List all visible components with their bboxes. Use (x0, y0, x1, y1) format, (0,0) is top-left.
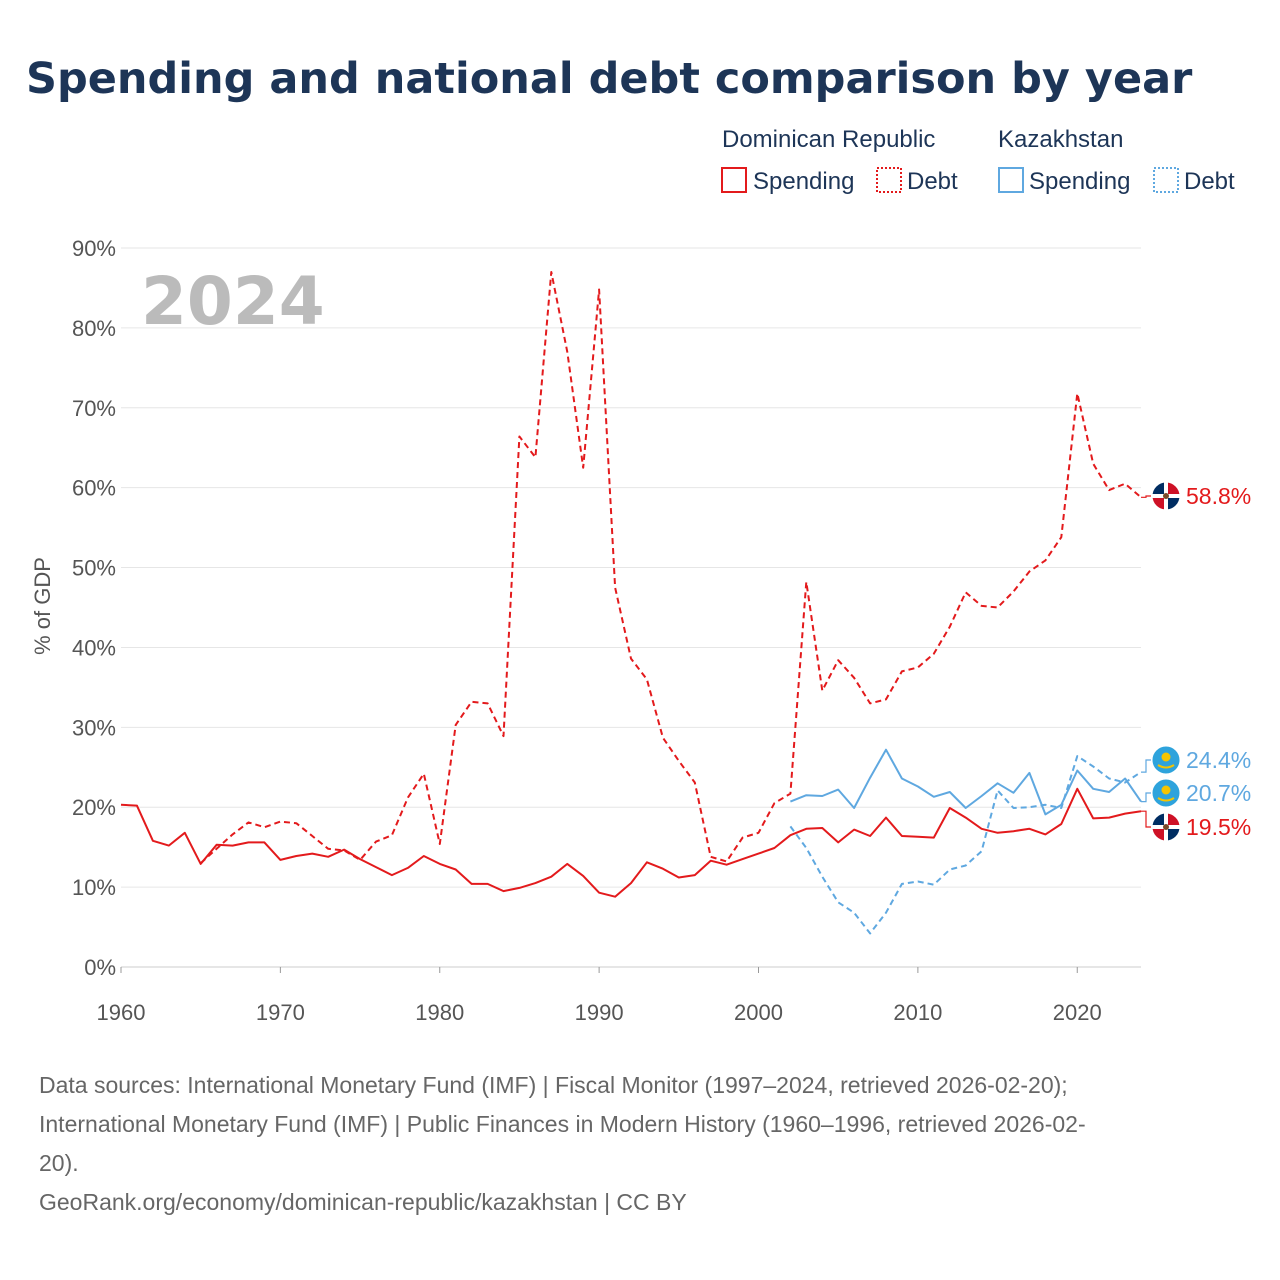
legend-country-kazakhstan: Kazakhstan (998, 126, 1123, 153)
y-tick-label: 60% (72, 476, 116, 501)
x-tick-label: 1980 (415, 1000, 464, 1025)
source-line-4: GeoRank.org/economy/dominican-republic/k… (39, 1189, 687, 1215)
y-tick-label: 40% (72, 635, 116, 660)
chart-title: Spending and national debt comparison by… (26, 54, 1193, 104)
legend-label-dominican-spending: Spending (753, 168, 854, 195)
legend-swatch-dominican-spending (721, 167, 747, 193)
legend-label-dominican-debt: Debt (907, 168, 958, 195)
year-label: 2024 (141, 263, 325, 340)
end-label-leader (1141, 792, 1151, 803)
legend-swatch-kazakhstan-debt (1153, 167, 1179, 193)
kazakhstan-flag-icon (1151, 778, 1181, 808)
x-tick-label: 1960 (97, 1000, 146, 1025)
dominican-flag-icon (1151, 481, 1181, 511)
end-label-leader (1141, 810, 1151, 828)
sources: Data sources: International Monetary Fun… (39, 1072, 1086, 1215)
legend-country-dominican: Dominican Republic (722, 126, 935, 153)
source-line-1: Data sources: International Monetary Fun… (39, 1072, 1068, 1098)
end-label-value: 19.5% (1186, 814, 1251, 840)
end-labels: 58.8% 24.4% 20.7% 19.5% (1141, 481, 1251, 842)
series-line-kazakhstan-spending (790, 748, 1142, 816)
y-tick-label: 80% (72, 316, 116, 341)
y-axis-ticks: 0% 10% 20% 30% 40% 50% 60% 70% 80% 90% (72, 236, 116, 980)
end-label-value: 58.8% (1186, 483, 1251, 509)
y-tick-label: 90% (72, 236, 116, 261)
legend: Dominican Republic Spending Debt Kazakhs… (721, 126, 1235, 195)
x-axis-ticks: 1960 1970 1980 1990 2000 2010 2020 (97, 966, 1141, 1025)
y-axis-label: % of GDP (30, 557, 55, 655)
kazakhstan-flag-icon (1151, 745, 1181, 775)
series-lines (120, 271, 1142, 935)
legend-swatch-dominican-debt (876, 167, 902, 193)
y-tick-label: 0% (84, 955, 116, 980)
legend-swatch-kazakhstan-spending (998, 167, 1024, 193)
legend-label-kazakhstan-debt: Debt (1184, 168, 1235, 195)
series-line-kazakhstan-debt (789, 755, 1142, 935)
series-line-dominican-republic-debt (200, 271, 1142, 864)
end-label-value: 20.7% (1186, 780, 1251, 806)
source-line-2: International Monetary Fund (IMF) | Publ… (39, 1111, 1086, 1137)
x-tick-label: 2000 (734, 1000, 783, 1025)
end-label-leader (1141, 759, 1151, 773)
y-tick-label: 50% (72, 556, 116, 581)
end-label-leader (1141, 495, 1151, 498)
series-line-dominican-republic-spending (120, 787, 1142, 898)
dominican-flag-icon (1151, 812, 1181, 842)
y-tick-label: 30% (72, 715, 116, 740)
y-tick-label: 20% (72, 795, 116, 820)
end-label-value: 24.4% (1186, 747, 1251, 773)
legend-label-kazakhstan-spending: Spending (1029, 168, 1130, 195)
source-line-3: 20). (39, 1150, 79, 1176)
x-tick-label: 1970 (256, 1000, 305, 1025)
y-tick-label: 10% (72, 875, 116, 900)
x-tick-label: 1990 (575, 1000, 624, 1025)
x-tick-label: 2010 (893, 1000, 942, 1025)
gridlines (121, 247, 1141, 968)
x-tick-label: 2020 (1053, 1000, 1102, 1025)
y-tick-label: 70% (72, 396, 116, 421)
